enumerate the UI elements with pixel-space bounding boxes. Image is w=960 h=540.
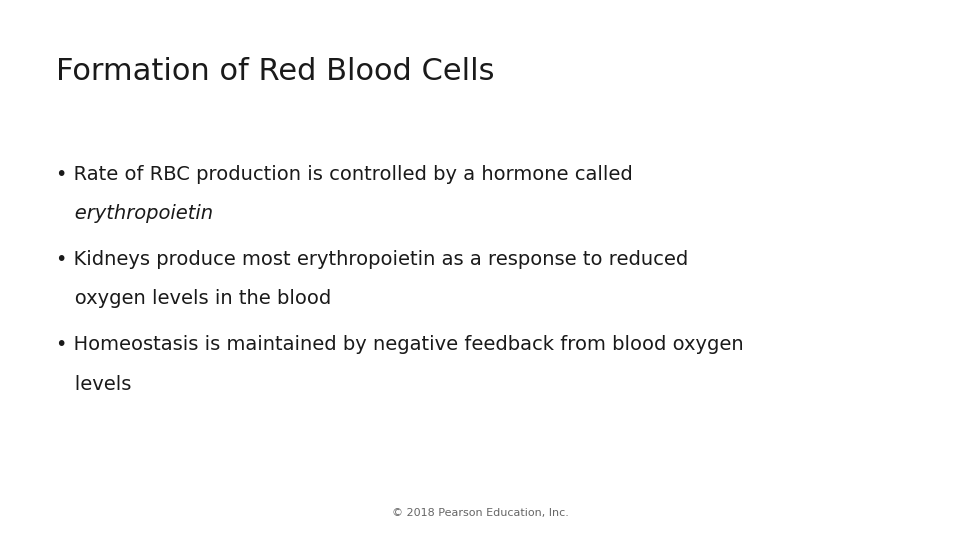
Text: levels: levels bbox=[56, 375, 132, 394]
Text: • Rate of RBC production is controlled by a hormone called: • Rate of RBC production is controlled b… bbox=[56, 165, 633, 184]
Text: erythropoietin: erythropoietin bbox=[56, 204, 213, 223]
Text: • Homeostasis is maintained by negative feedback from blood oxygen: • Homeostasis is maintained by negative … bbox=[56, 335, 743, 354]
Text: • Kidneys produce most erythropoietin as a response to reduced: • Kidneys produce most erythropoietin as… bbox=[56, 250, 688, 269]
Text: © 2018 Pearson Education, Inc.: © 2018 Pearson Education, Inc. bbox=[392, 508, 568, 518]
Text: oxygen levels in the blood: oxygen levels in the blood bbox=[56, 289, 331, 308]
Text: Formation of Red Blood Cells: Formation of Red Blood Cells bbox=[56, 57, 494, 86]
